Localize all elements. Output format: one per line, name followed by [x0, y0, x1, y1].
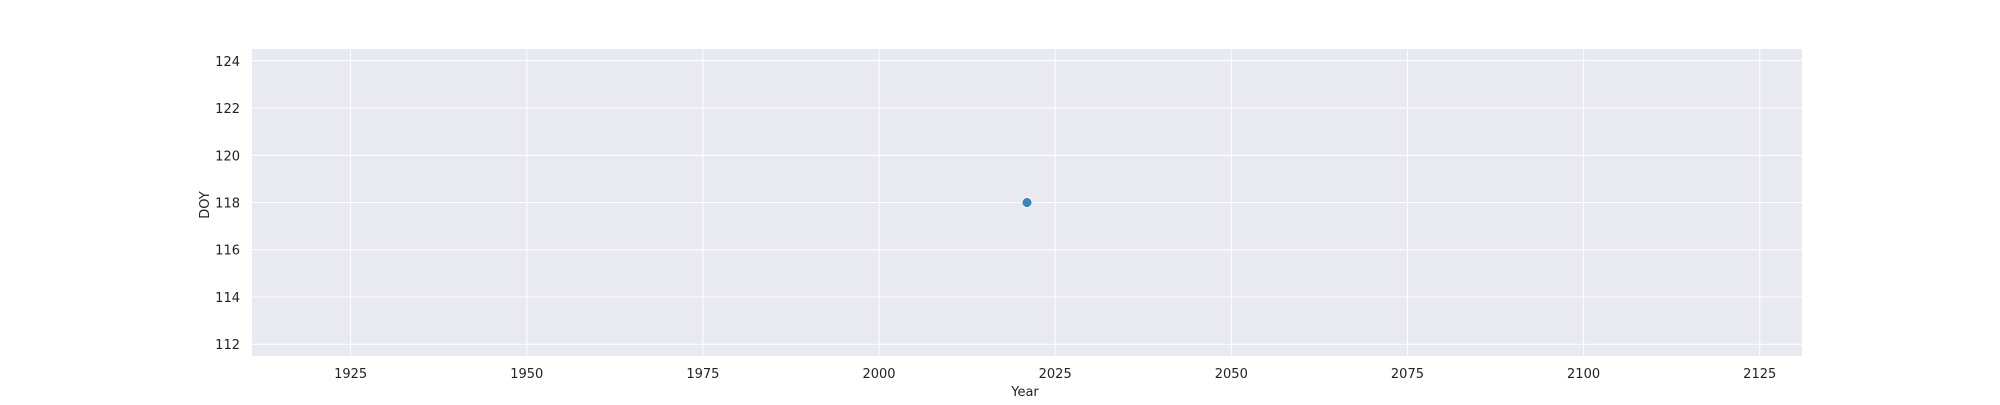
- x-tick-label: 1925: [334, 367, 367, 382]
- x-tick-label: 2025: [1039, 367, 1072, 382]
- x-tick-label: 2050: [1215, 367, 1248, 382]
- y-tick-label: 112: [215, 338, 240, 353]
- scatter-point: [1021, 197, 1033, 208]
- x-axis-ticks: 1925 1950 1975 2000 2025 2050 2075 2100 2125: [334, 367, 1776, 382]
- y-tick-label: 116: [215, 244, 240, 259]
- x-tick-label: 2100: [1567, 367, 1600, 382]
- x-tick-label: 2075: [1391, 367, 1424, 382]
- y-axis-title: DOY: [198, 191, 213, 219]
- y-tick-label: 122: [215, 102, 240, 117]
- y-axis-ticks: 112 114 116 118 120 122 124: [215, 55, 240, 353]
- x-tick-label: 1950: [510, 367, 543, 382]
- data-points: [1021, 197, 1033, 208]
- x-axis-title: Year: [1010, 385, 1039, 400]
- x-tick-label: 2125: [1743, 367, 1776, 382]
- y-tick-label: 120: [215, 149, 240, 164]
- x-tick-label: 1975: [686, 367, 719, 382]
- y-tick-label: 118: [215, 197, 240, 212]
- grid: [252, 49, 1802, 356]
- y-tick-label: 114: [215, 291, 240, 306]
- x-tick-label: 2000: [862, 367, 895, 382]
- y-tick-label: 124: [215, 55, 240, 70]
